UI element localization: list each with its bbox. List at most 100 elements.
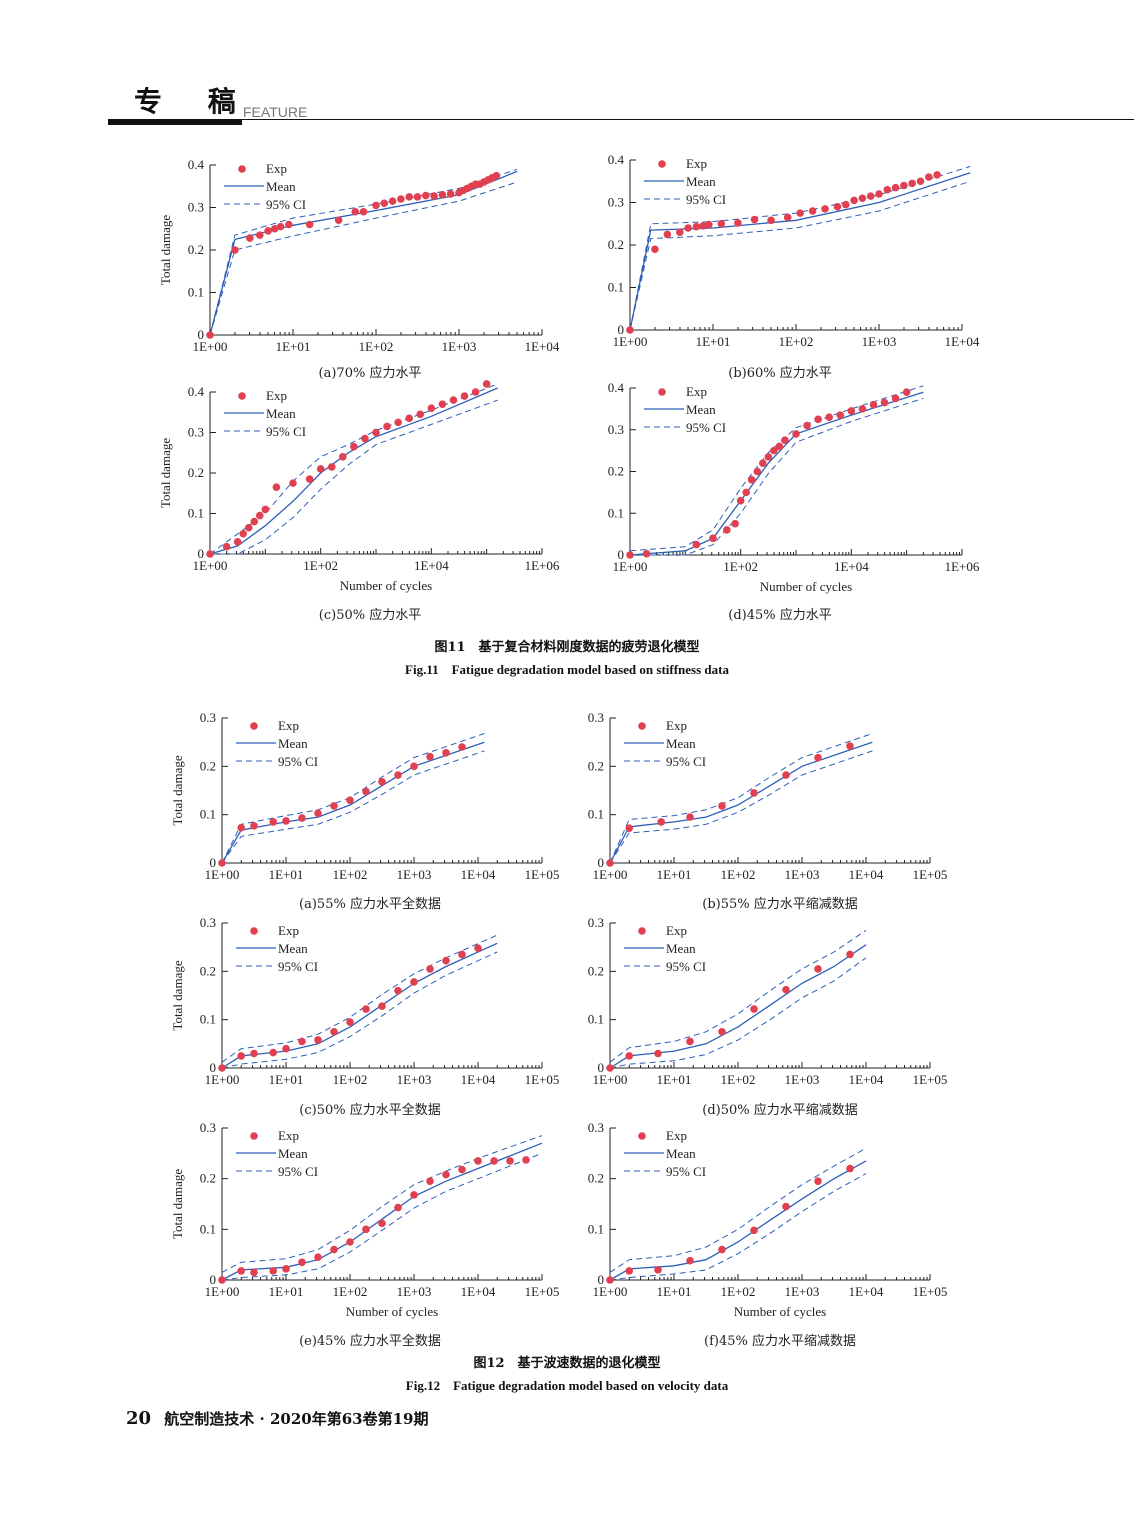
ci-lower-line [630,397,924,556]
exp-point [442,1170,450,1179]
legend-mean-label: Mean [266,179,296,194]
legend-exp-marker [638,927,646,935]
x-tick-label: 1E+02 [303,558,338,573]
y-tick-label: 0 [598,1272,605,1287]
ci-upper-line [609,1147,867,1273]
chart-fig11d: 0 0.1 0.2 0.3 0.4 1E+00 1E+02 1E+04 1E+06 Exp Mean… [608,380,980,594]
legend-mean-label: Mean [278,941,308,956]
y-tick-label: 0.2 [200,963,216,978]
exp-point [449,396,458,404]
figure-11-caption-cn: 图11 基于复合材料刚度数据的疲劳退化模型 [434,640,700,655]
legend-exp-marker [238,165,246,173]
exp-point [891,183,900,192]
exp-point [426,1177,434,1185]
y-tick-label: 0.2 [608,237,624,252]
exp-point [206,550,214,558]
exp-point [471,388,480,396]
exp-point [394,986,402,995]
y-tick-label: 0.1 [200,1221,216,1236]
exp-point [330,802,338,810]
exp-point [474,944,482,952]
subcaption-fig11d: (d)45% 应力水平 [728,608,832,623]
exp-point [237,1267,245,1275]
exp-point [750,215,759,224]
exp-point [442,956,450,965]
mean-line [629,391,924,556]
x-tick-label: 1E+00 [593,1284,628,1299]
exp-point [718,1027,726,1036]
exp-point [705,220,713,229]
x-tick-label: 1E+03 [785,867,820,882]
y-tick-label: 0.3 [588,1120,604,1135]
x-tick-label: 1E+04 [849,1072,884,1087]
y-tick-label: 0.2 [588,963,604,978]
exp-point [684,224,692,232]
page-number: 20 [126,1408,152,1429]
ci-upper-line [629,165,971,331]
x-tick-label: 1E+01 [657,867,692,882]
exp-point [394,418,402,427]
legend-exp-marker [250,1132,258,1140]
y-tick-label: 0.1 [188,285,204,300]
exp-point [821,205,829,213]
exp-point [378,1219,386,1228]
exp-point [282,1265,290,1273]
x-axis-title: Number of cycles [340,578,432,593]
ci-lower-line [609,957,867,1069]
mean-line [609,1160,867,1281]
exp-point [717,219,726,228]
chart-fig12e: 0 0.1 0.2 0.3 1E+00 1E+01 1E+02 1E+03 1E+04 1E+05… [170,1120,560,1319]
exp-point [686,813,694,821]
exp-point [397,195,405,203]
x-tick-label: 1E+05 [525,1284,560,1299]
exp-point [869,400,878,409]
exp-point [522,1156,530,1164]
x-tick-label: 1E+01 [657,1284,692,1299]
legend-exp-label: Exp [686,384,707,399]
legend-mean-label: Mean [666,736,696,751]
exp-point [346,796,354,804]
figure-12-caption-en: Fig.12 Fatigue degradation model based o… [405,1378,729,1393]
mean-line [629,172,971,331]
exp-point [734,219,742,227]
y-tick-label: 0.1 [188,506,204,521]
ci-upper-line [629,385,924,552]
x-tick-label: 1E+03 [785,1284,820,1299]
exp-point [394,1203,402,1212]
exp-point [686,1256,694,1265]
exp-point [709,534,717,543]
exp-point [458,950,466,959]
x-tick-label: 1E+01 [276,339,311,354]
mean-line [209,170,518,336]
y-tick-label: 0.2 [188,465,204,480]
exp-point [814,415,822,424]
exp-point [270,224,279,233]
exp-point [350,442,358,451]
exp-point [388,197,397,205]
exp-point [410,1191,418,1199]
y-tick-label: 0 [198,327,205,342]
y-axis-title: Total damage [170,755,185,825]
chart-fig12d: 0 0.1 0.2 0.3 1E+00 1E+01 1E+02 1E+03 1E+04 1E+05… [588,915,948,1087]
header-rule-thin [242,119,1134,120]
y-tick-label: 0 [618,322,625,337]
mean-line [609,944,867,1069]
subcaption-fig11b: (b)60% 应力水平 [728,366,832,381]
x-tick-label: 1E+02 [721,1072,756,1087]
exp-point [362,1225,370,1234]
exp-point [351,207,360,216]
y-tick-label: 0.2 [588,1171,604,1186]
exp-point [490,1157,498,1165]
exp-point [742,488,750,497]
exp-point [378,778,386,786]
exp-point [250,1049,258,1058]
x-tick-label: 1E+01 [269,867,304,882]
exp-point [759,459,767,467]
y-axis-title: Total damage [158,215,173,285]
y-tick-label: 0 [210,1060,217,1075]
exp-point [427,404,436,412]
exp-point [416,410,425,419]
legend-exp-marker [658,388,666,396]
legend-exp-marker [658,160,666,168]
exp-point [430,192,438,200]
